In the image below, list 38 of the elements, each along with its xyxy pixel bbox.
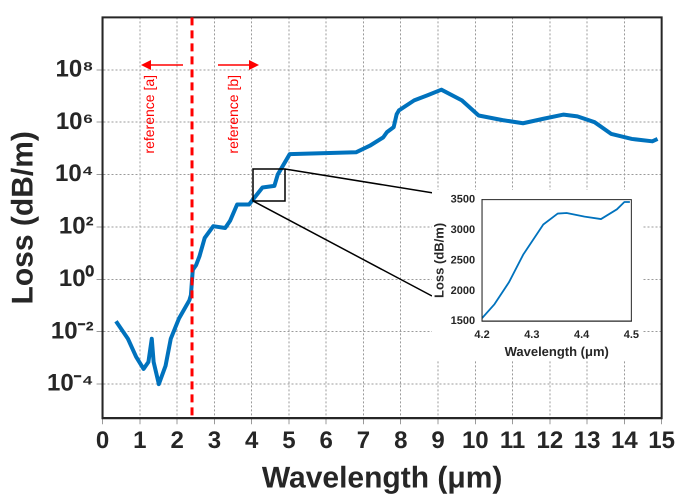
x-axis-title: Wavelength (μm) [262,461,502,494]
y-tick-label: 10² [58,212,94,240]
x-tick-label: 13 [574,427,600,454]
x-tick-label: 11 [500,427,526,454]
x-tick-label: 1 [133,427,147,454]
y-tick-label: 10⁴ [54,160,94,188]
x-tick-label: 4.3 [524,328,540,341]
x-tick-label: 12 [536,427,564,454]
x-axis-title: Wavelength (μm) [504,344,609,359]
x-tick-label: 3 [208,427,222,454]
y-tick-label: 2500 [450,254,476,266]
y-tick-label: 1500 [450,315,476,328]
x-tick-label: 14 [611,427,638,454]
x-tick-label: 4.2 [474,328,490,341]
x-tick-label: 8 [394,427,408,454]
x-tick-label: 7 [356,427,370,454]
y-tick-label: 2000 [450,284,476,297]
x-tick-label: 4.5 [624,328,640,341]
y-tick-label: 3500 [450,194,476,206]
y-tick-label: 10⁰ [58,264,95,292]
y-tick-label: 10⁻⁴ [46,370,94,397]
x-tick-label: 4 [244,427,259,454]
x-tick-label: 4.4 [574,328,590,341]
x-tick-label: 9 [431,427,445,454]
y-tick-label: 10⁻² [50,317,94,344]
x-tick-label: 2 [170,427,184,454]
y-tick-label: 10⁸ [56,55,94,82]
y-axis-title: Loss (dB/m) [6,131,40,304]
annotation: reference [a] [140,74,157,154]
y-tick-label: 3000 [450,224,476,236]
x-tick-label: 6 [320,427,333,454]
annotation: reference [b] [224,74,241,154]
y-axis-title: Loss (dB/m) [431,222,446,298]
x-tick-label: 0 [96,427,110,454]
x-tick-label: 5 [282,427,296,454]
x-tick-label: 10 [462,427,489,454]
y-tick-label: 10⁶ [56,108,94,135]
x-tick-label: 15 [648,427,676,454]
